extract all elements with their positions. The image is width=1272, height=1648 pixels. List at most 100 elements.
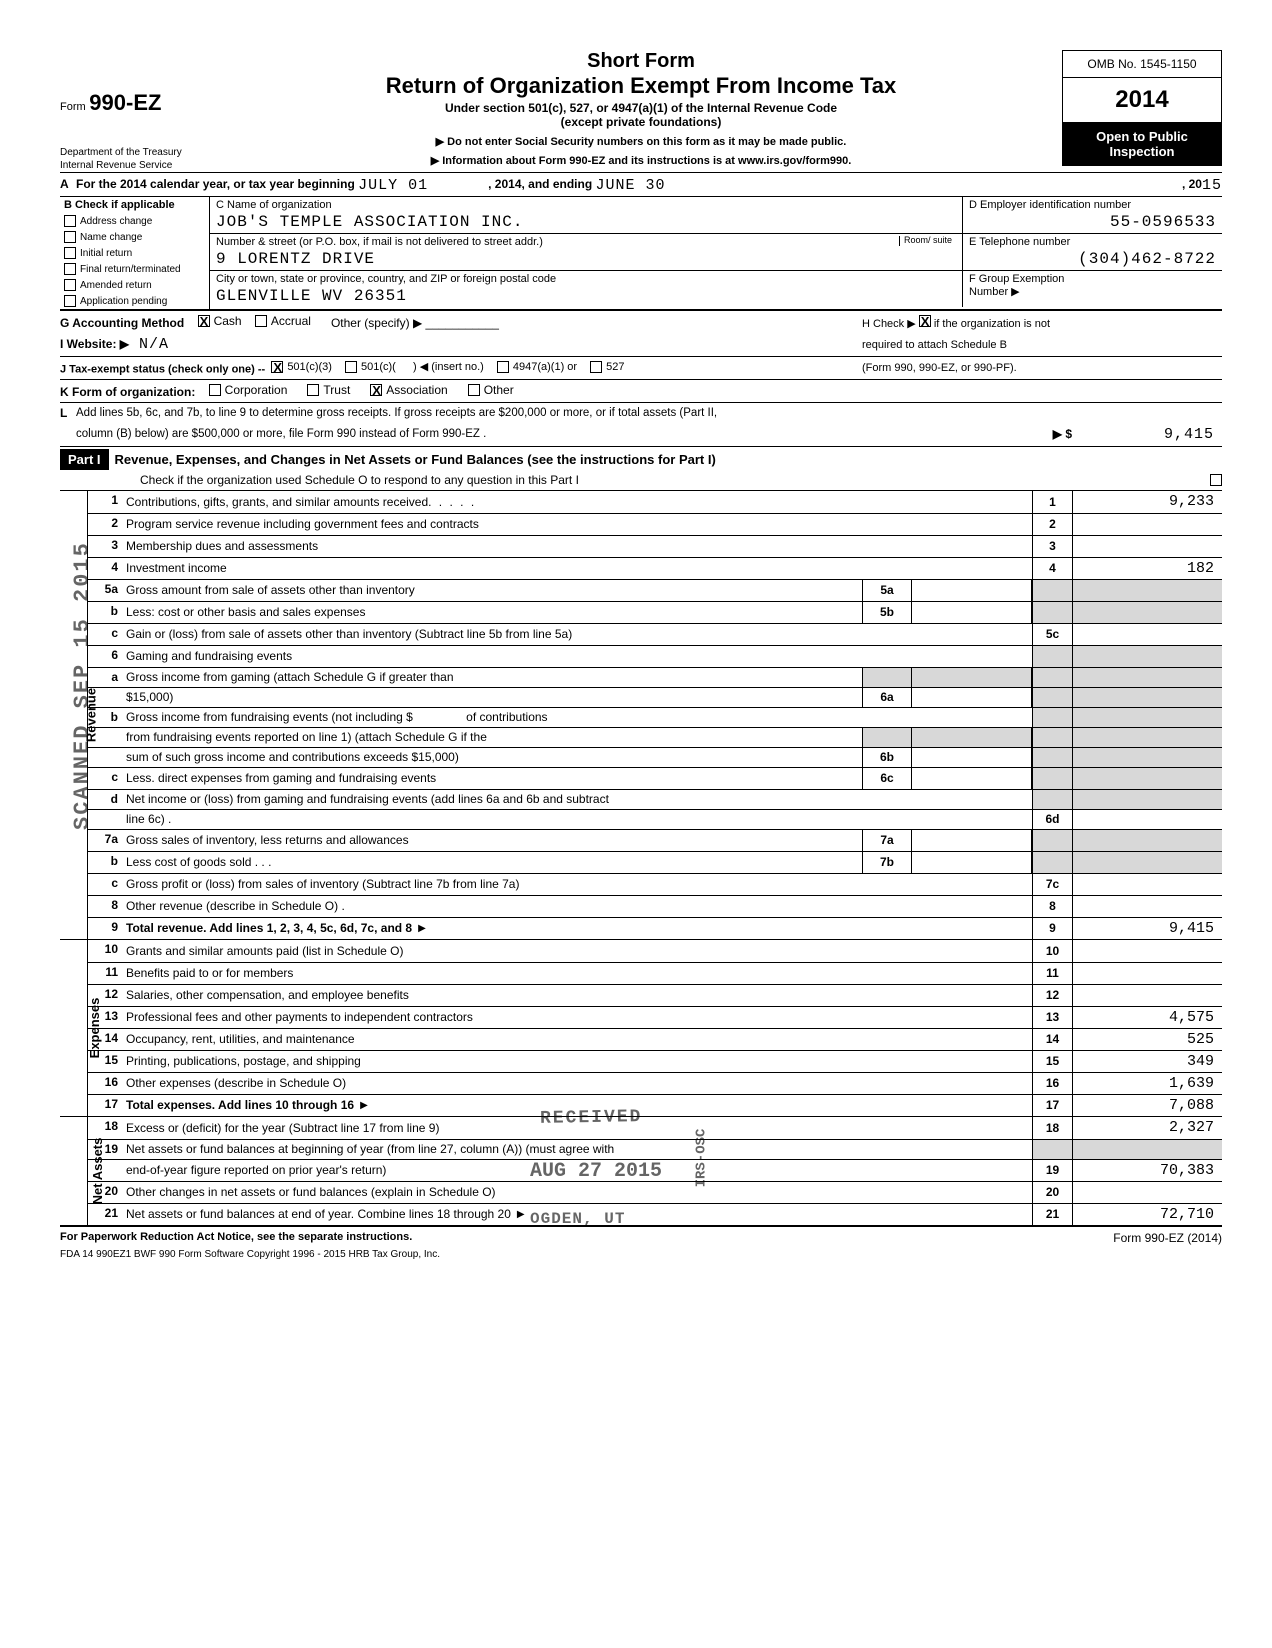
t-19: Net assets or fund balances at beginning… xyxy=(122,1140,1032,1159)
chk-501c3[interactable] xyxy=(271,361,283,373)
col-b-checkboxes: B Check if applicable Address change Nam… xyxy=(60,197,210,309)
form-id-block: Form 990-EZ Department of the Treasury I… xyxy=(60,50,220,172)
chk-4947[interactable] xyxy=(497,361,509,373)
t-13: Professional fees and other payments to … xyxy=(122,1007,1032,1028)
rn-20: 20 xyxy=(1032,1182,1072,1203)
rn-10: 10 xyxy=(1032,940,1072,962)
form-number: 990-EZ xyxy=(89,90,161,115)
opt-assoc: Association xyxy=(386,383,447,397)
row-h-text4: (Form 990, 990-EZ, or 990-PF). xyxy=(862,362,1222,374)
open-line2: Inspection xyxy=(1067,144,1217,159)
m-7b: 7b xyxy=(862,852,912,873)
expenses-section: Expenses 10Grants and similar amounts pa… xyxy=(60,939,1222,1116)
chk-initial-return[interactable] xyxy=(64,247,76,259)
n-5c: c xyxy=(88,624,122,645)
t-6d: Net income or (loss) from gaming and fun… xyxy=(122,790,1032,809)
t-14: Occupancy, rent, utilities, and maintena… xyxy=(122,1029,1032,1050)
chk-trust[interactable] xyxy=(307,384,319,396)
lbl-i: I Website: ▶ xyxy=(60,337,129,351)
side-expenses: Expenses xyxy=(60,940,88,1116)
v-13: 4,575 xyxy=(1072,1007,1222,1028)
t-6a: Gross income from gaming (attach Schedul… xyxy=(122,668,862,687)
t-6d2: line 6c) . xyxy=(122,810,1032,829)
lbl-group-number: Number ▶ xyxy=(969,286,1020,298)
n-6d: d xyxy=(88,790,122,809)
m-6c: 6c xyxy=(862,768,912,789)
row-a-text2: , 2014, and ending xyxy=(488,177,592,194)
rn-12: 12 xyxy=(1032,985,1072,1006)
lbl-room: Room/ suite xyxy=(899,236,956,246)
chk-assoc[interactable] xyxy=(370,384,382,396)
row-a-tax-year: A For the 2014 calendar year, or tax yea… xyxy=(60,172,1222,196)
n-10: 10 xyxy=(88,940,122,962)
chk-527[interactable] xyxy=(590,361,602,373)
chk-address-change[interactable] xyxy=(64,215,76,227)
side-net-assets-text: Net Assets xyxy=(90,1137,105,1204)
v-16: 1,639 xyxy=(1072,1073,1222,1094)
col-cd: C Name of organization JOB'S TEMPLE ASSO… xyxy=(210,197,1222,309)
chk-final-return[interactable] xyxy=(64,263,76,275)
col-b-label: B Check if applicable xyxy=(60,197,209,213)
side-net-assets: Net Assets xyxy=(60,1117,88,1225)
row-h-text: H Check ▶ xyxy=(862,318,916,330)
lbl-city: City or town, state or province, country… xyxy=(216,273,556,285)
note-info: ▶ Information about Form 990-EZ and its … xyxy=(230,154,1052,167)
chk-501c[interactable] xyxy=(345,361,357,373)
val-street: 9 LORENTZ DRIVE xyxy=(216,250,956,268)
n-16: 16 xyxy=(88,1073,122,1094)
row-l-sym: ▶ $ xyxy=(1012,427,1072,441)
dept-line1: Department of the Treasury xyxy=(60,146,220,159)
tax-year: 2014 xyxy=(1062,78,1222,123)
opt-501c3: 501(c)(3) xyxy=(287,361,332,373)
chk-other-org[interactable] xyxy=(468,384,480,396)
v-15: 349 xyxy=(1072,1051,1222,1072)
chk-amended[interactable] xyxy=(64,279,76,291)
t-6b: Gross income from fundraising events (no… xyxy=(126,710,413,724)
rn-9: 9 xyxy=(1032,918,1072,939)
v-2 xyxy=(1072,514,1222,535)
m-7a: 7a xyxy=(862,830,912,851)
row-g: G Accounting Method Cash Accrual Other (… xyxy=(60,310,1222,333)
rn-13: 13 xyxy=(1032,1007,1072,1028)
row-h-text3: required to attach Schedule B xyxy=(862,339,1222,351)
v-20 xyxy=(1072,1182,1222,1203)
n-21: 21 xyxy=(88,1204,122,1225)
part-1-title: Revenue, Expenses, and Changes in Net As… xyxy=(109,452,1222,467)
t-12: Salaries, other compensation, and employ… xyxy=(122,985,1032,1006)
t-18: Excess or (deficit) for the year (Subtra… xyxy=(122,1117,1032,1139)
chk-name-change[interactable] xyxy=(64,231,76,243)
chk-schedule-o[interactable] xyxy=(1210,474,1222,486)
chk-cash[interactable] xyxy=(198,315,210,327)
v-10 xyxy=(1072,940,1222,962)
n-17: 17 xyxy=(88,1095,122,1116)
form-prefix: Form xyxy=(60,101,86,113)
rn-3: 3 xyxy=(1032,536,1072,557)
chk-app-pending[interactable] xyxy=(64,295,76,307)
revenue-section: Revenue 1Contributions, gifts, grants, a… xyxy=(60,490,1222,939)
rn-15: 15 xyxy=(1032,1051,1072,1072)
t-7b: Less cost of goods sold . . . xyxy=(122,852,862,873)
n-8: 8 xyxy=(88,896,122,917)
t-15: Printing, publications, postage, and shi… xyxy=(122,1051,1032,1072)
rn-8: 8 xyxy=(1032,896,1072,917)
chk-accrual[interactable] xyxy=(255,315,267,327)
chk-corp[interactable] xyxy=(209,384,221,396)
t-5c: Gain or (loss) from sale of assets other… xyxy=(122,624,1032,645)
n-4: 4 xyxy=(88,558,122,579)
m-6a: 6a xyxy=(862,688,912,707)
rn-19: 19 xyxy=(1032,1160,1072,1181)
lbl-j: J Tax-exempt status (check only one) -- xyxy=(60,364,265,376)
label-a: A xyxy=(60,177,76,194)
n-6c: c xyxy=(88,768,122,789)
rn-16: 16 xyxy=(1032,1073,1072,1094)
part-1-check-text: Check if the organization used Schedule … xyxy=(140,473,1170,487)
omb-block: OMB No. 1545-1150 2014 Open to Public In… xyxy=(1062,50,1222,166)
footer-left: For Paperwork Reduction Act Notice, see … xyxy=(60,1231,412,1245)
opt-app-pending: Application pending xyxy=(80,296,167,307)
open-line1: Open to Public xyxy=(1067,129,1217,144)
opt-527: 527 xyxy=(606,361,624,373)
opt-address-change: Address change xyxy=(80,216,152,227)
header-grid: B Check if applicable Address change Nam… xyxy=(60,196,1222,310)
footer-row: For Paperwork Reduction Act Notice, see … xyxy=(60,1226,1222,1245)
chk-schedule-b[interactable] xyxy=(919,315,931,327)
